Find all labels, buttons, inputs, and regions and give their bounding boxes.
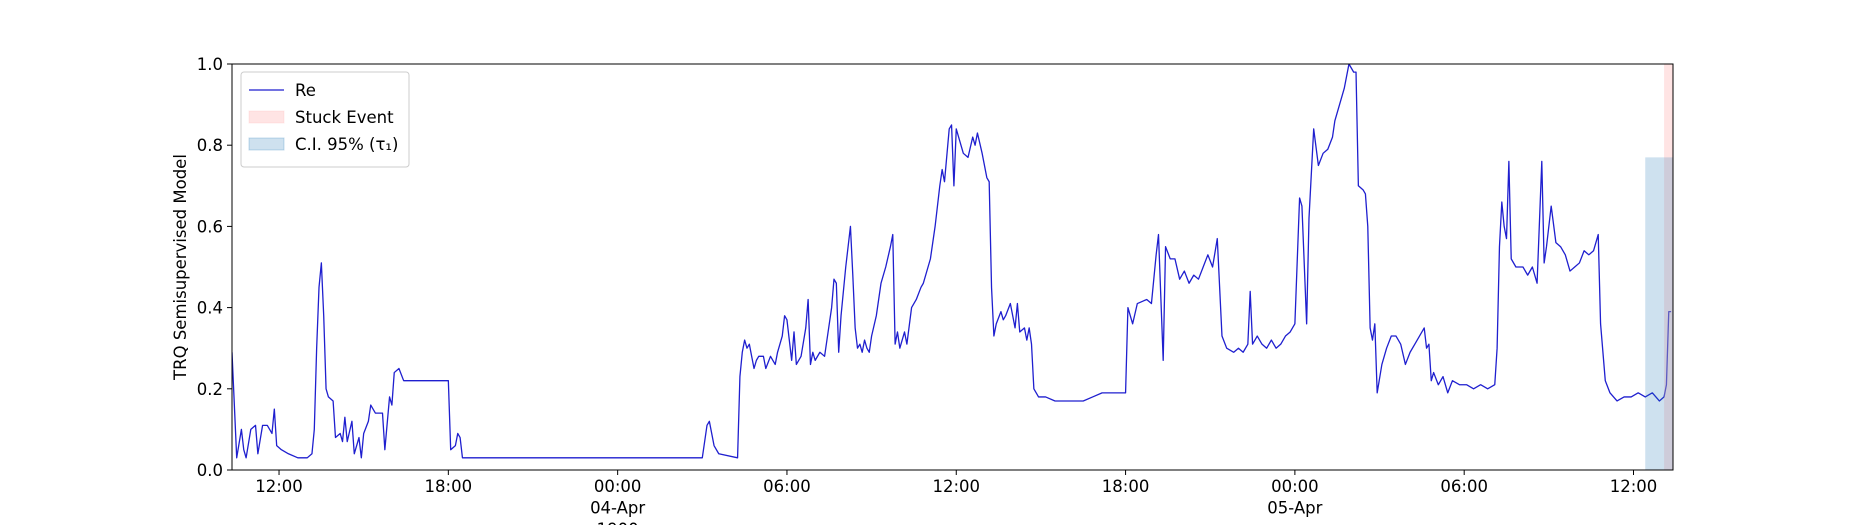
legend-label: Stuck Event	[295, 108, 394, 127]
y-tick-label: 1.0	[197, 55, 223, 74]
x-tick-label: 12:00	[932, 477, 980, 496]
x-tick-label: 06:00	[1440, 477, 1488, 496]
y-tick-label: 0.6	[197, 217, 223, 236]
y-tick-label: 0.4	[197, 299, 223, 318]
data-line	[232, 64, 1672, 459]
x-tick-label: 18:00	[425, 477, 473, 496]
legend-swatch	[248, 137, 285, 151]
legend-box	[240, 71, 410, 168]
legend-swatch	[248, 110, 285, 124]
y-axis-label: TRQ Semisupervised Model	[171, 154, 190, 381]
legend-label: C.I. 95% (τ₁)	[295, 135, 398, 154]
x-tick-label: 00:00 05-Apr	[1267, 477, 1322, 517]
y-tick-label: 0.8	[197, 136, 223, 155]
legend-label: Re	[295, 81, 316, 100]
span	[1664, 64, 1673, 470]
y-tick-label: 0.0	[197, 461, 223, 480]
x-tick-label: 18:00	[1102, 477, 1150, 496]
x-tick-label: 12:00	[255, 477, 303, 496]
plot-area	[232, 64, 1673, 470]
plot-frame	[231, 63, 1674, 471]
y-tick-label: 0.2	[197, 380, 223, 399]
span	[1645, 157, 1673, 470]
x-tick-label: 12:00	[1610, 477, 1658, 496]
x-tick-label: 06:00	[763, 477, 811, 496]
